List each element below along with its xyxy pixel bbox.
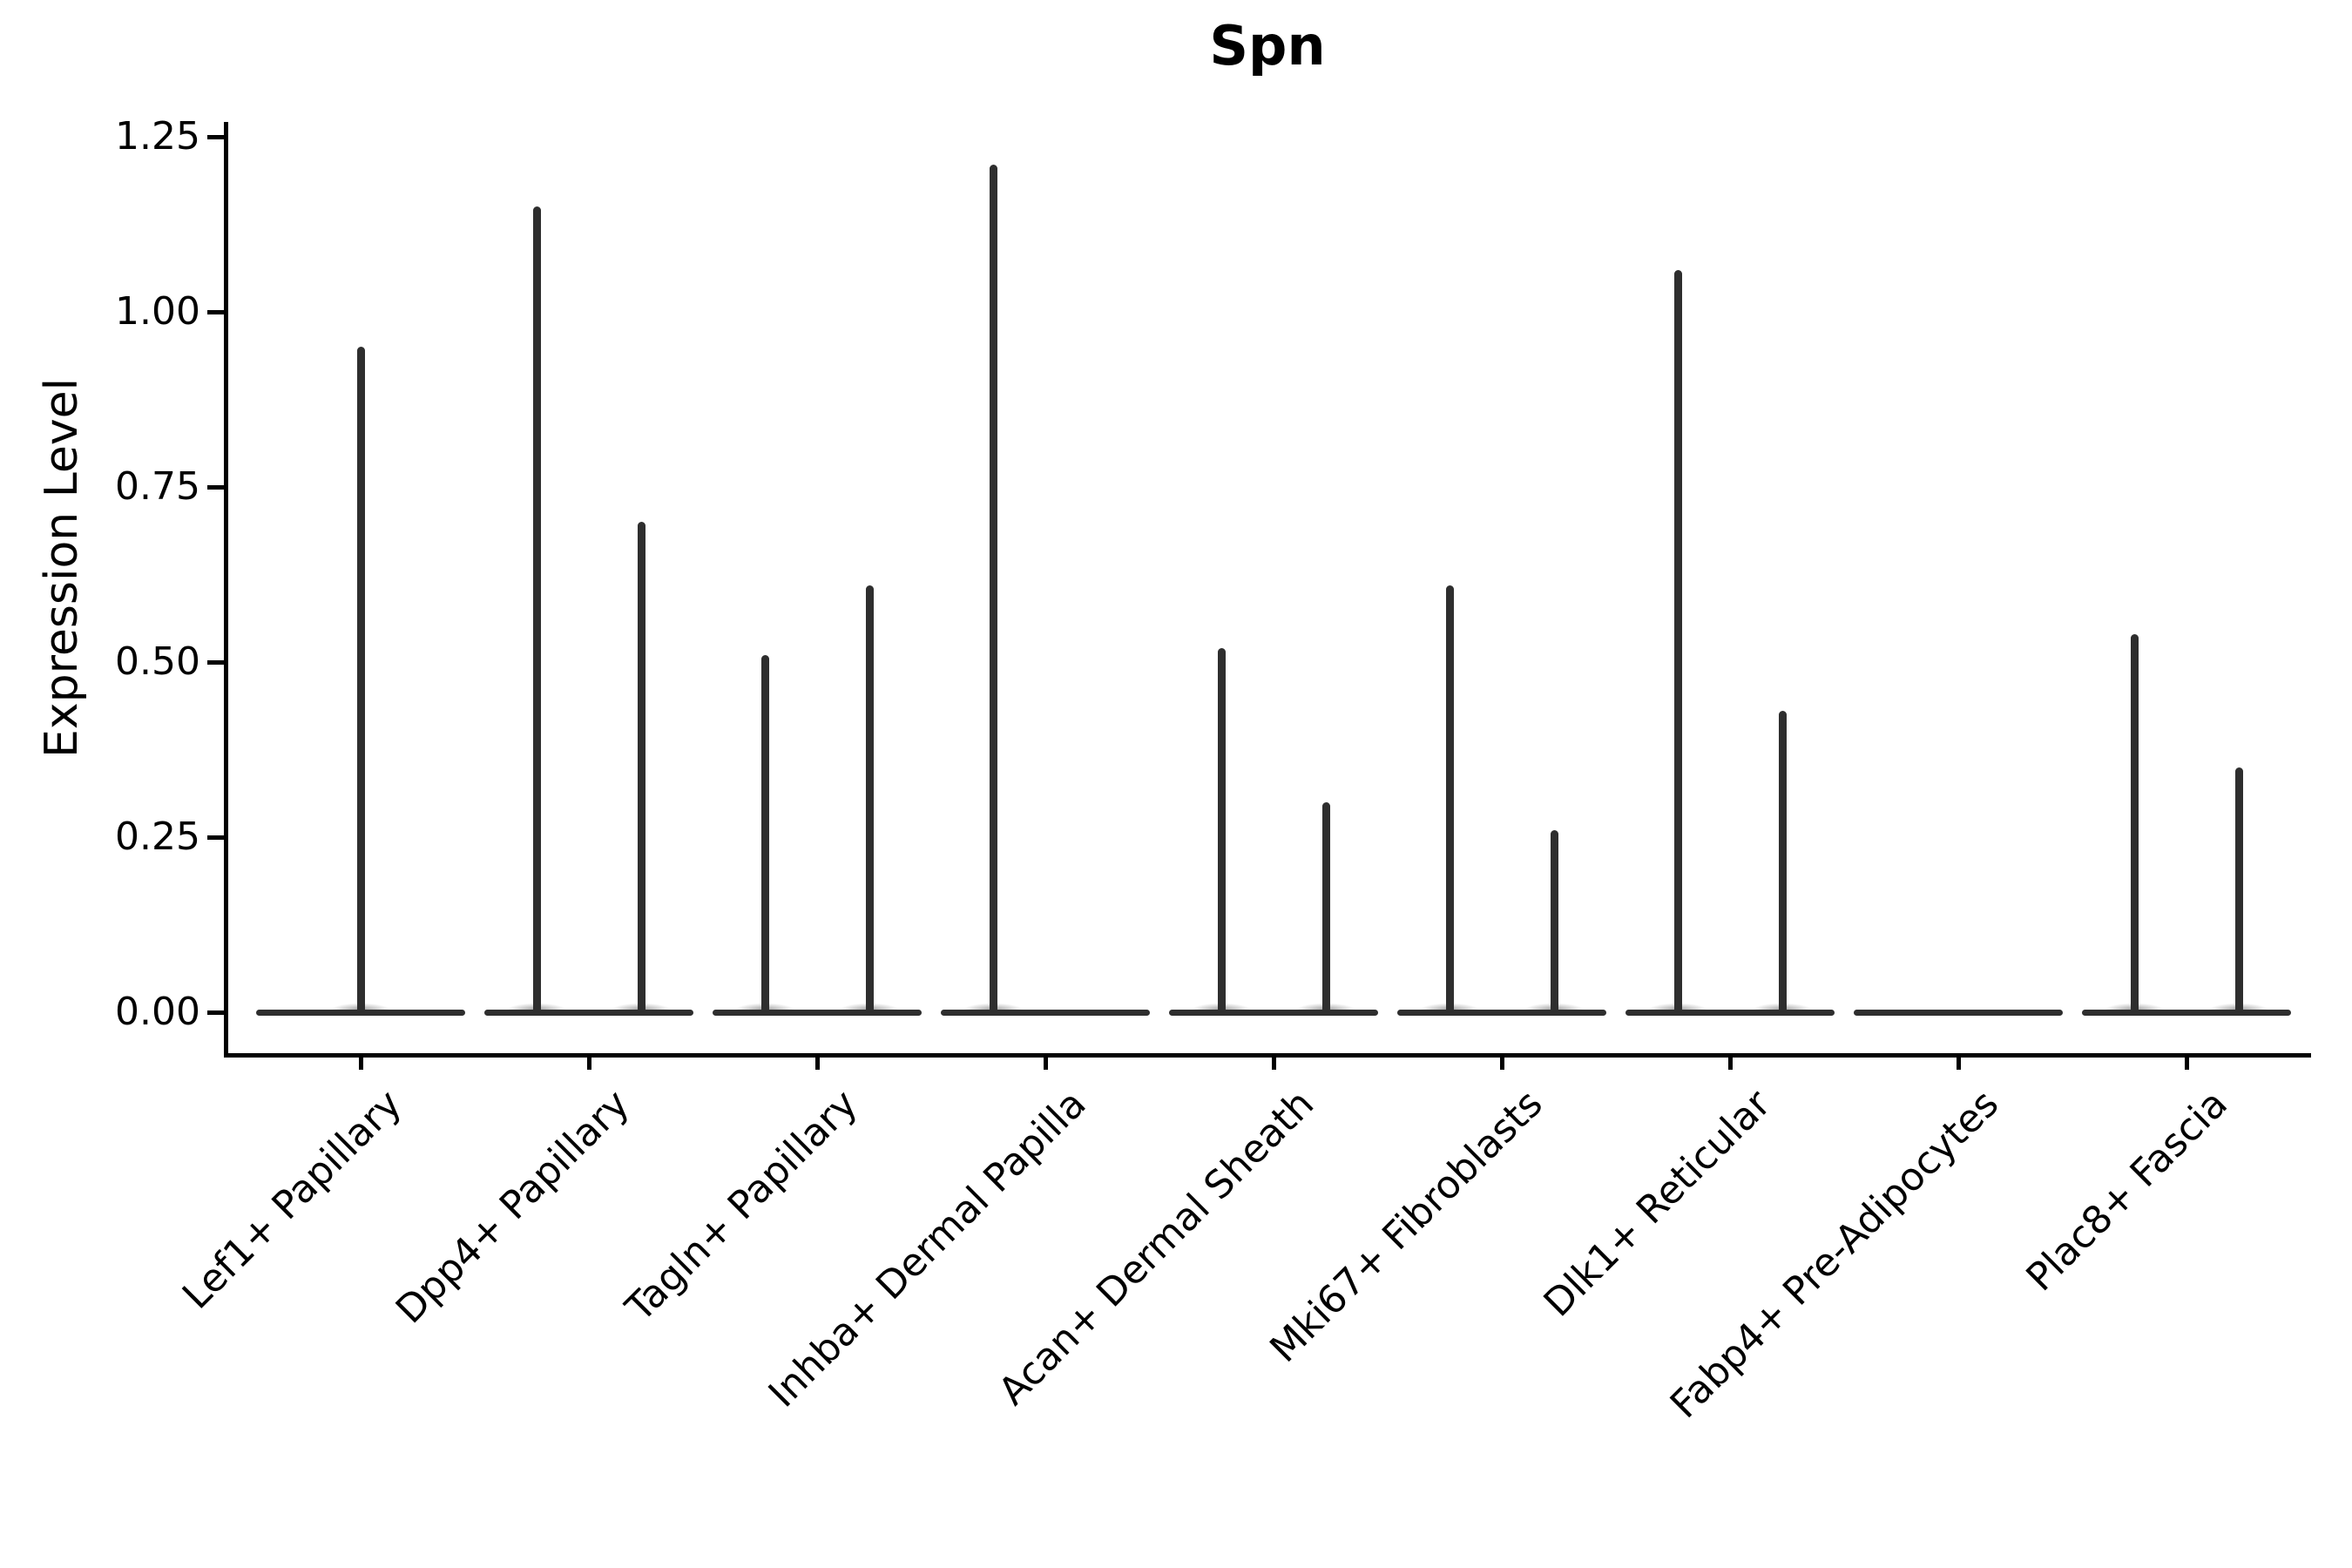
violin-spike bbox=[1445, 585, 1454, 1016]
y-tick-mark bbox=[207, 1010, 224, 1015]
violin-spike bbox=[760, 654, 769, 1016]
violin-spike bbox=[865, 585, 874, 1016]
violin-baseline bbox=[713, 1009, 922, 1016]
y-axis-label: Expression Level bbox=[36, 377, 88, 759]
violin-spike bbox=[1778, 711, 1787, 1016]
violin-spike bbox=[1321, 801, 1330, 1016]
x-tick-mark bbox=[1043, 1058, 1048, 1070]
x-tick-label: Lef1+ Papillary bbox=[173, 1081, 410, 1318]
chart-title: Spn bbox=[1209, 14, 1326, 78]
x-tick-label: Tagln+ Papillary bbox=[618, 1081, 867, 1331]
violin-spike bbox=[2234, 767, 2243, 1016]
y-tick-mark bbox=[207, 484, 224, 490]
violin-baseline bbox=[484, 1009, 693, 1016]
violin-baseline bbox=[941, 1009, 1150, 1016]
x-tick-label: Plac8+ Fascia bbox=[2017, 1081, 2236, 1301]
violin-spike bbox=[989, 165, 997, 1016]
y-tick-label: 0.75 bbox=[115, 464, 200, 509]
violin-spike bbox=[1673, 269, 1682, 1016]
y-tick-mark bbox=[207, 134, 224, 139]
violin-baseline bbox=[1397, 1009, 1606, 1016]
y-tick-label: 0.00 bbox=[115, 990, 200, 1034]
violin-spike bbox=[637, 522, 645, 1016]
x-tick-mark bbox=[1956, 1058, 1961, 1070]
violin-spike bbox=[1217, 647, 1226, 1016]
x-tick-mark bbox=[586, 1058, 591, 1070]
x-tick-mark bbox=[814, 1058, 820, 1070]
violin-spike bbox=[2130, 633, 2139, 1016]
x-tick-mark bbox=[358, 1058, 363, 1070]
violin-spike bbox=[532, 206, 541, 1016]
violin-spike bbox=[356, 347, 365, 1016]
y-tick-label: 1.25 bbox=[115, 114, 200, 159]
x-tick-mark bbox=[2184, 1058, 2189, 1070]
violin-baseline bbox=[1169, 1009, 1378, 1016]
x-tick-mark bbox=[1499, 1058, 1504, 1070]
x-tick-mark bbox=[1727, 1058, 1733, 1070]
violin-baseline bbox=[1854, 1009, 2063, 1016]
x-tick-label: Dlk1+ Reticular bbox=[1535, 1081, 1780, 1326]
y-tick-mark bbox=[207, 835, 224, 840]
y-tick-label: 1.00 bbox=[115, 289, 200, 334]
y-tick-mark bbox=[207, 309, 224, 314]
y-tick-label: 0.25 bbox=[115, 814, 200, 859]
plot-area: 0.00 0.25 0.50 0.75 1.00 1.25 Lef1+ Papillary D… bbox=[115, 115, 2311, 1427]
y-tick-mark bbox=[207, 659, 224, 665]
violin-baseline bbox=[2082, 1009, 2291, 1016]
violin-spike bbox=[1550, 829, 1558, 1016]
x-tick-mark bbox=[1271, 1058, 1276, 1070]
y-tick-label: 0.50 bbox=[115, 639, 200, 684]
violin-baseline bbox=[1625, 1009, 1835, 1016]
x-tick-label: Dpp4+ Papillary bbox=[387, 1081, 639, 1333]
